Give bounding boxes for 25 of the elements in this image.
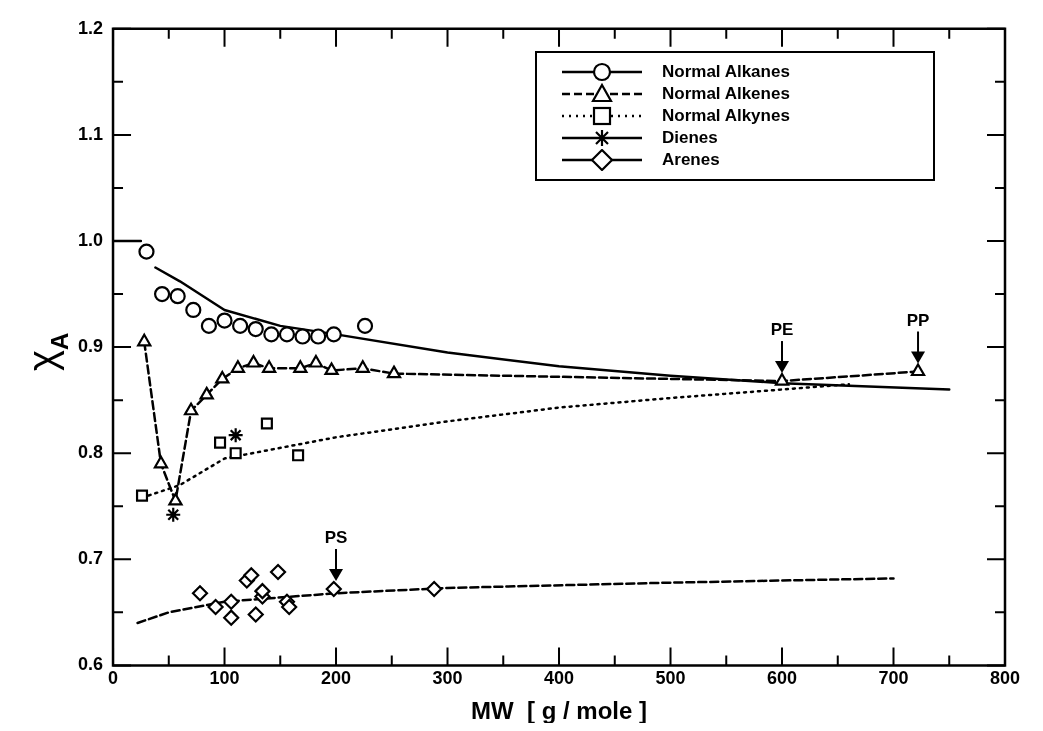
y-tick-label: 0.7 (77, 548, 104, 569)
x-tick-label: 200 (320, 668, 352, 689)
y-axis-title: χA (20, 332, 73, 371)
x-tick-label: 100 (209, 668, 240, 689)
y-tick-label: 0.8 (77, 442, 104, 463)
legend-label: Arenes (662, 149, 720, 170)
x-tick-label: 600 (766, 668, 798, 689)
x-tick-label: 500 (655, 668, 686, 689)
x-tick-label: 400 (543, 668, 575, 689)
legend-label: Normal Alkynes (662, 105, 790, 126)
y-tick-label: 0.6 (77, 654, 104, 675)
annotation: PP (906, 310, 930, 330)
y-tick-label: 1.2 (77, 17, 104, 38)
legend-label: Normal Alkanes (662, 61, 790, 82)
x-tick-label: 300 (432, 668, 463, 689)
y-tick-label: 1.0 (77, 229, 104, 250)
x-tick-label: 800 (989, 668, 1021, 689)
y-tick-label: 0.9 (77, 336, 104, 357)
x-tick-label: 0 (108, 668, 119, 689)
x-tick-label: 700 (878, 668, 909, 689)
annotation: PS (324, 528, 348, 548)
y-tick-label: 1.1 (77, 123, 104, 144)
legend-label: Dienes (662, 127, 718, 148)
legend-label: Normal Alkenes (662, 83, 790, 104)
annotation: PE (770, 320, 794, 340)
